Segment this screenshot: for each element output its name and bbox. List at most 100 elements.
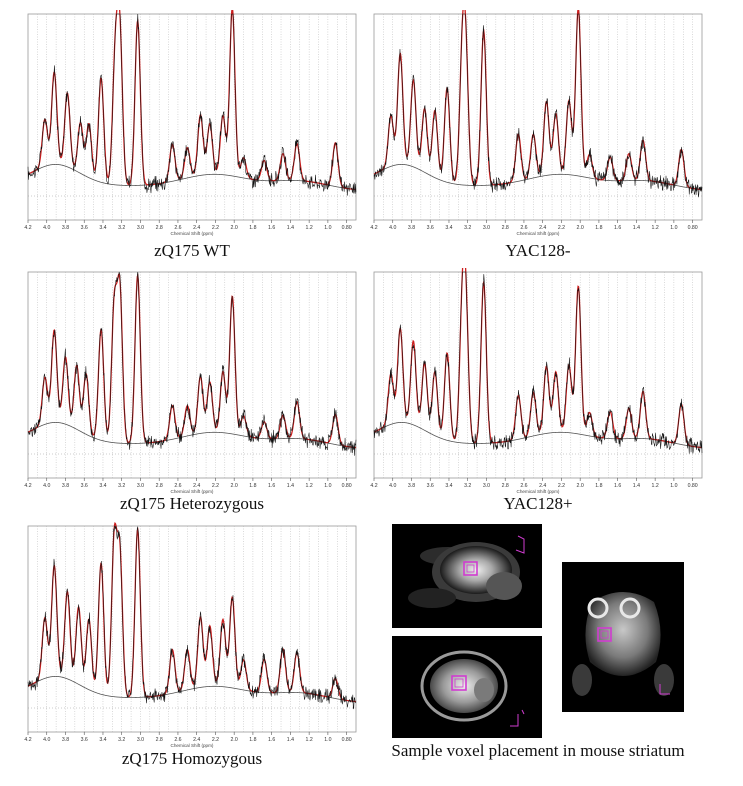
x-tick-label: 3.2	[464, 225, 471, 231]
x-tick-label: 2.4	[539, 225, 546, 231]
spectrum-chart-zq175-het: 4.2 4.0 3.8 3.6 3.4 3.2 3.0 2.8 2.6 2.4 2.2 2.0 1.8 1…	[24, 271, 357, 494]
x-tick-label: 1.0	[670, 225, 677, 231]
x-tick-label: 3.2	[118, 225, 125, 231]
fit-curve	[27, 522, 357, 703]
x-tick-label: 2.2	[558, 225, 565, 231]
baseline-curve	[27, 422, 357, 448]
x-tick-label: 1.8	[595, 225, 602, 231]
x-tick-label: 3.6	[427, 483, 434, 489]
x-tick-label: 2.4	[193, 225, 200, 231]
caption-zq175-hom: zQ175 Homozygous	[121, 749, 263, 768]
x-tick-label: 2.6	[520, 225, 527, 231]
x-tick-label: 2.8	[156, 737, 163, 743]
x-tick-label: 2.8	[502, 225, 509, 231]
x-tick-label: 1.8	[249, 225, 256, 231]
x-tick-label: 2.4	[193, 483, 200, 489]
x-tick-label: 1.2	[306, 225, 313, 231]
x-tick-label: 3.4	[445, 483, 452, 489]
x-tick-label: 2.4	[539, 483, 546, 489]
x-tick-label: 4.2	[370, 225, 377, 231]
x-tick-label: 3.4	[445, 225, 452, 231]
x-tick-label: 3.0	[137, 483, 144, 489]
x-tick-label: 1.4	[287, 483, 294, 489]
plot-frame	[27, 525, 357, 733]
x-axis-label: Chemical Shift (ppm)	[517, 489, 560, 494]
plot-frame	[373, 13, 703, 221]
mri-sagittal-image	[392, 524, 542, 628]
fit-curve	[27, 10, 357, 191]
x-tick-label: 3.0	[137, 225, 144, 231]
x-tick-label: 1.0	[324, 225, 331, 231]
x-tick-label: 1.6	[268, 483, 275, 489]
x-tick-label: 1.4	[287, 737, 294, 743]
x-tick-label: 3.4	[99, 737, 106, 743]
x-tick-label: 2.8	[156, 483, 163, 489]
voxel-marker-sagittal	[463, 561, 478, 576]
x-tick-label: 4.2	[24, 225, 31, 231]
plot-frame	[373, 271, 703, 479]
x-tick-label: 3.8	[62, 483, 69, 489]
caption-mri: Sample voxel placement in mouse striatum	[391, 741, 685, 760]
baseline-curve	[27, 676, 357, 702]
x-tick-label: 1.0	[324, 483, 331, 489]
x-tick-label: 3.0	[137, 737, 144, 743]
x-tick-label: 4.0	[43, 483, 50, 489]
x-tick-label: 3.6	[81, 225, 88, 231]
x-tick-label: 0.80	[342, 225, 352, 231]
orientation-marker-icon	[659, 684, 670, 695]
x-tick-label: 3.2	[464, 483, 471, 489]
orientation-marker-icon	[510, 709, 525, 727]
x-tick-label: 1.6	[614, 483, 621, 489]
x-axis-label: Chemical Shift (ppm)	[171, 743, 214, 748]
x-tick-label: 3.8	[408, 225, 415, 231]
x-tick-label: 1.2	[306, 483, 313, 489]
x-tick-label: 0.80	[688, 483, 698, 489]
x-tick-label: 2.4	[193, 737, 200, 743]
x-tick-label: 1.8	[249, 737, 256, 743]
x-tick-label: 3.8	[62, 225, 69, 231]
x-tick-label: 2.2	[212, 225, 219, 231]
x-tick-label: 3.0	[483, 225, 490, 231]
x-tick-label: 2.6	[520, 483, 527, 489]
x-tick-label: 3.0	[483, 483, 490, 489]
fit-curve	[373, 10, 703, 191]
x-tick-label: 1.2	[306, 737, 313, 743]
x-tick-label: 1.0	[670, 483, 677, 489]
spectrum-panel-zq175-wt: 4.2 4.0 3.8 3.6 3.4 3.2 3.0 2.8 2.6 2.4 2.2 2.0 1.8 1…	[22, 10, 362, 236]
x-tick-label: 1.4	[633, 483, 640, 489]
x-tick-label: 3.2	[118, 737, 125, 743]
x-tick-label: 2.2	[212, 737, 219, 743]
x-tick-label: 1.4	[633, 225, 640, 231]
x-tick-label: 3.6	[427, 225, 434, 231]
x-tick-label: 4.0	[43, 225, 50, 231]
spectrum-data-curve	[27, 271, 357, 456]
x-tick-label: 2.2	[558, 483, 565, 489]
x-tick-label: 1.0	[324, 737, 331, 743]
x-axis-label: Chemical Shift (ppm)	[171, 231, 214, 236]
x-tick-label: 2.8	[502, 483, 509, 489]
x-axis-label: Chemical Shift (ppm)	[171, 489, 214, 494]
x-tick-label: 4.0	[43, 737, 50, 743]
x-tick-label: 4.2	[24, 483, 31, 489]
spectrum-chart-zq175-wt: 4.2 4.0 3.8 3.6 3.4 3.2 3.0 2.8 2.6 2.4 2.2 2.0 1.8 1…	[24, 10, 357, 236]
baseline-curve	[373, 164, 703, 190]
x-tick-label: 4.2	[370, 483, 377, 489]
spectrum-data-curve	[27, 13, 357, 196]
spectrum-data-curve	[27, 525, 357, 710]
x-tick-label: 1.2	[652, 225, 659, 231]
fit-curve	[373, 268, 703, 449]
mri-axial-image	[392, 636, 542, 738]
x-tick-label: 3.4	[99, 225, 106, 231]
spectrum-panel-zq175-hom: 4.2 4.0 3.8 3.6 3.4 3.2 3.0 2.8 2.6 2.4 2.2 2.0 1.8 1…	[22, 522, 362, 748]
x-tick-label: 3.8	[408, 483, 415, 489]
x-tick-label: 3.6	[81, 483, 88, 489]
x-tick-label: 3.6	[81, 737, 88, 743]
mri-coronal-image	[562, 562, 684, 712]
x-axis-label: Chemical Shift (ppm)	[517, 231, 560, 236]
spectrum-data-curve	[373, 13, 703, 198]
spectrum-chart-yac128-neg: 4.2 4.0 3.8 3.6 3.4 3.2 3.0 2.8 2.6 2.4 2.2 2.0 1.8 1…	[370, 10, 703, 236]
x-tick-label: 1.4	[287, 225, 294, 231]
x-tick-label: 1.6	[614, 225, 621, 231]
x-tick-label: 2.8	[156, 225, 163, 231]
baseline-curve	[373, 422, 703, 448]
